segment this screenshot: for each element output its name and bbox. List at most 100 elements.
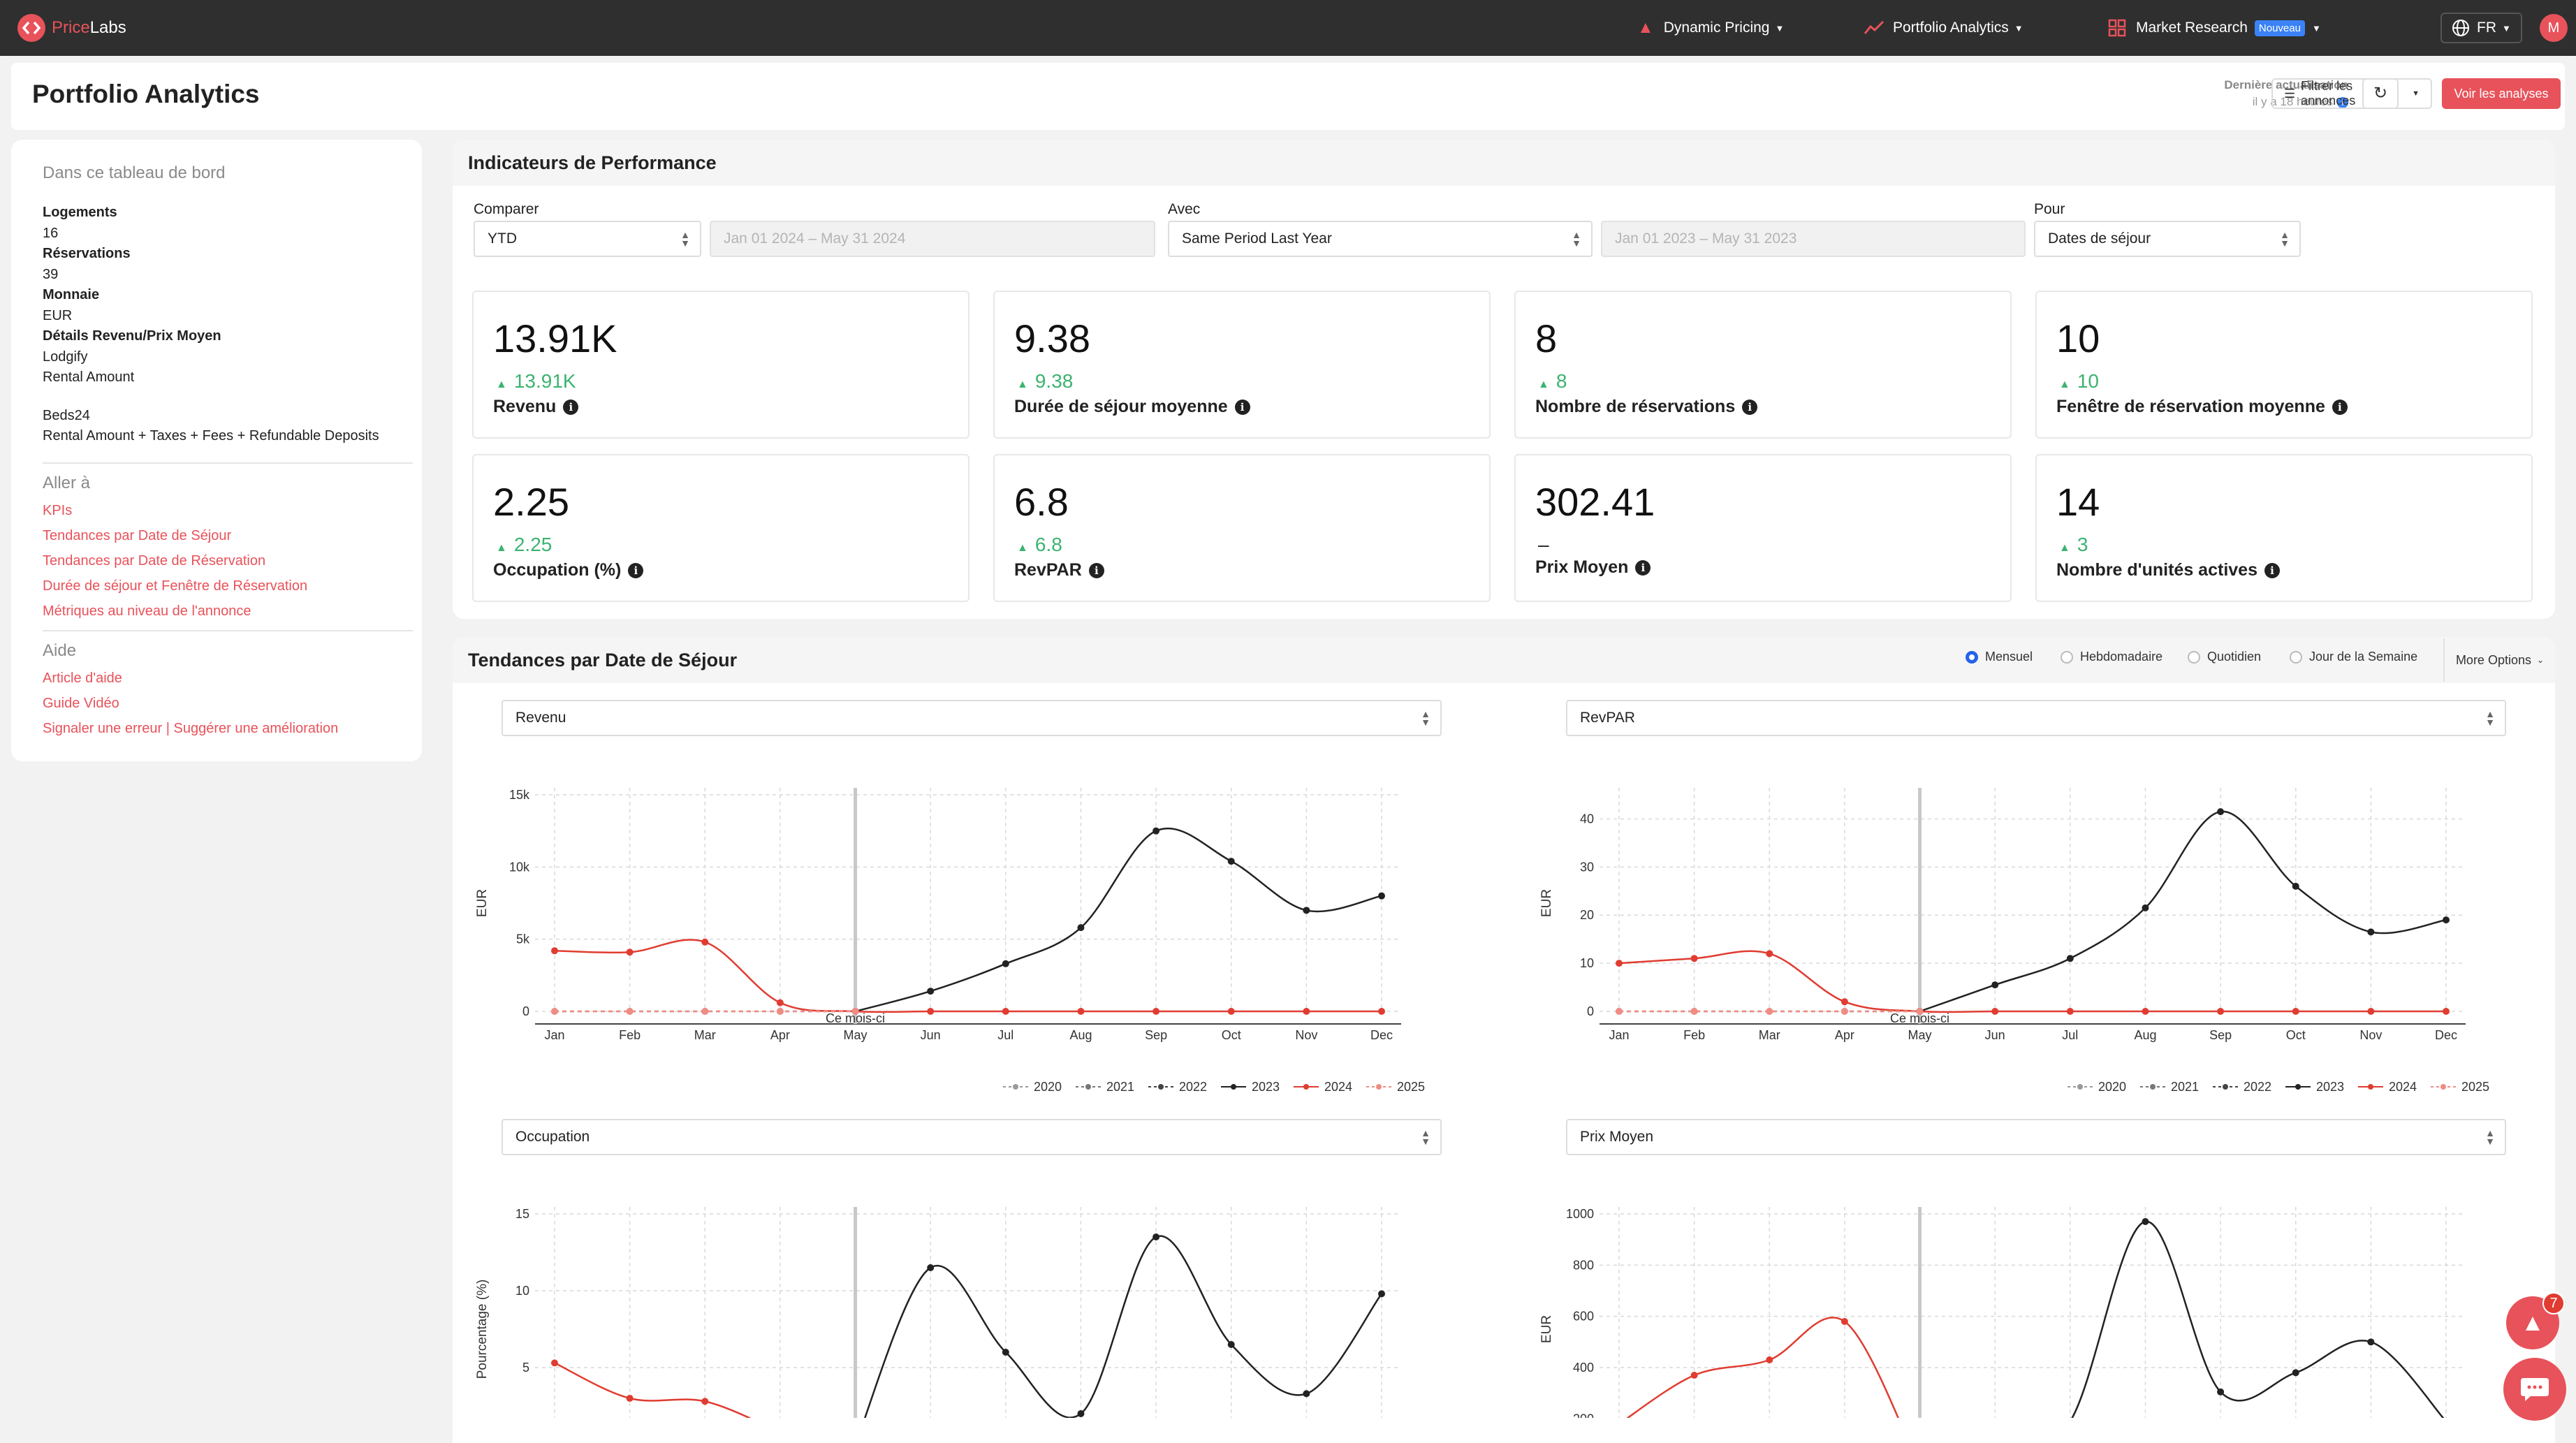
avatar[interactable]: M xyxy=(2540,14,2568,42)
data-point-2024 xyxy=(551,1359,558,1367)
goto-link-listing-metrics[interactable]: Métriques au niveau de l'annonce xyxy=(43,603,251,619)
info-icon[interactable]: i xyxy=(2264,562,2280,578)
goto-link-kpis[interactable]: KPIs xyxy=(43,503,73,518)
series-line-2024 xyxy=(554,1362,752,1418)
radio-monthly[interactable]: Mensuel xyxy=(1966,650,2033,664)
info-icon[interactable]: i xyxy=(2332,399,2348,415)
logo[interactable]: Price Labs xyxy=(17,0,126,56)
info-icon[interactable]: i xyxy=(1234,399,1250,415)
kpi-active-units: 14 ▲ 3 Nombre d'unités actives i xyxy=(2035,454,2533,602)
data-point-2024 xyxy=(1766,950,1773,958)
data-point-2024 xyxy=(927,1008,935,1015)
kpi-change-value: 6.8 xyxy=(1034,534,1062,555)
kpi-label: RevPAR i xyxy=(1014,560,1104,580)
view-analytics-button[interactable]: Voir les analyses xyxy=(2442,78,2561,109)
chat-icon xyxy=(2521,1378,2549,1401)
academy-button[interactable]: ▲ xyxy=(2506,1296,2559,1349)
data-point-2023 xyxy=(927,1264,935,1271)
series-line-2023 xyxy=(864,1235,1382,1418)
with-value: Same Period Last Year xyxy=(1182,230,1332,247)
data-point-2024 xyxy=(2066,1008,2074,1015)
x-tick-label: Sep xyxy=(1145,1028,1167,1042)
data-point-2024 xyxy=(1616,960,1623,967)
info-icon[interactable]: i xyxy=(1088,562,1104,578)
x-tick-label: Jan xyxy=(544,1028,564,1042)
data-point-2024 xyxy=(1991,1008,1999,1015)
legend-label: 2023 xyxy=(2316,1080,2344,1094)
goto-link-booking-trends[interactable]: Tendances par Date de Réservation xyxy=(43,553,266,569)
last-update-label: Dernière actualisation xyxy=(2224,78,2348,91)
data-point-2024 xyxy=(2292,1008,2299,1015)
chat-button[interactable] xyxy=(2503,1358,2566,1421)
kpi-change: ▲ 9.38 xyxy=(1017,370,1073,393)
help-link-article[interactable]: Article d'aide xyxy=(43,671,122,686)
compare-select[interactable]: YTD ▲ ▼ xyxy=(474,221,701,257)
for-select[interactable]: Dates de séjour ▲ ▼ xyxy=(2034,221,2301,257)
y-tick-label: 30 xyxy=(1580,860,1594,874)
series-line-2024 xyxy=(554,939,1382,1013)
help-link-video[interactable]: Guide Vidéo xyxy=(43,696,119,711)
kpi-change: ▲ 13.91K xyxy=(496,370,576,393)
nav-dynamic-pricing[interactable]: ▲ Dynamic Pricing ▼ xyxy=(1637,0,1784,56)
chart-metric-select[interactable]: RevPAR ▲ ▼ xyxy=(1566,700,2506,736)
radio-weekly[interactable]: Hebdomadaire xyxy=(2061,650,2162,664)
chart-metric-select[interactable]: Revenu ▲ ▼ xyxy=(502,700,1442,736)
data-point-2024 xyxy=(701,1398,709,1405)
data-point-2023 xyxy=(1303,907,1310,914)
more-options-button[interactable]: More Options ⌄ xyxy=(2443,638,2555,682)
kpi-label-text: RevPAR xyxy=(1014,560,1082,580)
data-point-2023 xyxy=(2217,1388,2225,1396)
notification-badge: 7 xyxy=(2542,1292,2565,1314)
chevron-down-icon: ▼ xyxy=(2014,22,2024,34)
data-point-2024 xyxy=(1077,1008,1085,1015)
with-select[interactable]: Same Period Last Year ▲ ▼ xyxy=(1168,221,1593,257)
info-icon[interactable]: i xyxy=(563,399,579,415)
stat-value: EUR xyxy=(43,308,73,323)
kpi-value: 6.8 xyxy=(1014,480,1069,524)
stat-label: Logements xyxy=(43,205,117,220)
data-point-2025 xyxy=(551,1008,558,1015)
radio-daily[interactable]: Quotidien xyxy=(2188,650,2261,664)
trends-section: Tendances par Date de Séjour xyxy=(453,637,2555,1443)
goto-link-stay-trends[interactable]: Tendances par Date de Séjour xyxy=(43,528,232,543)
language-selector[interactable]: FR ▼ xyxy=(2440,13,2522,43)
page-header: Portfolio Analytics Dernière actualisati… xyxy=(11,63,2565,130)
radio-weekday[interactable]: Jour de la Semaine xyxy=(2290,650,2417,664)
chart-metric-select[interactable]: Prix Moyen ▲ ▼ xyxy=(1566,1119,2506,1155)
trends-header xyxy=(453,637,2555,683)
info-icon[interactable]: i xyxy=(628,562,644,578)
data-point-2025 xyxy=(1690,1008,1698,1015)
revpar-chart: 0 10 20 30 40 Jan Feb Mar Apr May Jun Jul Aug Sep Oct N… xyxy=(1539,788,2489,1094)
goto-link-los-window[interactable]: Durée de séjour et Fenêtre de Réservatio… xyxy=(43,578,308,594)
kpi-value: 2.25 xyxy=(493,480,569,524)
kpi-value: 14 xyxy=(2056,480,2100,524)
legend-marker-2024 xyxy=(2368,1084,2373,1090)
data-point-2024 xyxy=(2217,1008,2225,1015)
updown-icon: ▲ ▼ xyxy=(1572,229,1581,249)
kpi-label-text: Revenu xyxy=(493,397,557,416)
kpi-label: Nombre de réservations i xyxy=(1535,397,1758,417)
x-tick-label: Aug xyxy=(2134,1028,2156,1042)
info-icon[interactable]: i xyxy=(1635,559,1651,576)
data-point-2024 xyxy=(1840,1318,1848,1325)
data-point-2023 xyxy=(2292,882,2299,890)
y-axis-label: Pourcentage (%) xyxy=(475,1280,490,1379)
kpi-revpar: 6.8 ▲ 6.8 RevPAR i xyxy=(993,454,1491,602)
kpi-value: 302.41 xyxy=(1535,480,1655,524)
data-point-2023 xyxy=(2142,1218,2149,1225)
compare-date-range: Jan 01 2024 – May 31 2024 xyxy=(710,221,1155,257)
info-icon[interactable]: i xyxy=(1742,399,1758,415)
help-link-report[interactable]: Signaler une erreur | Suggérer une améli… xyxy=(43,721,339,736)
data-point-2024 xyxy=(1303,1008,1310,1015)
nav-portfolio-analytics[interactable]: Portfolio Analytics ▼ xyxy=(1864,0,2024,56)
data-point-2024 xyxy=(1152,1008,1160,1015)
filter-listings-button[interactable]: ☰ Filtrer les annonces ▼ xyxy=(2271,78,2432,109)
nav-market-research[interactable]: Market Research Nouveau ▼ xyxy=(2108,0,2321,56)
x-tick-label: Apr xyxy=(770,1028,790,1042)
kpi-label-text: Occupation (%) xyxy=(493,560,622,580)
legend-marker-2022 xyxy=(1158,1084,1164,1090)
arrow-up-icon: ▲ xyxy=(1017,379,1028,390)
data-point-2023 xyxy=(1303,1390,1310,1398)
chart-metric-select[interactable]: Occupation ▲ ▼ xyxy=(502,1119,1442,1155)
arrow-up-icon: ▲ xyxy=(1017,542,1028,554)
